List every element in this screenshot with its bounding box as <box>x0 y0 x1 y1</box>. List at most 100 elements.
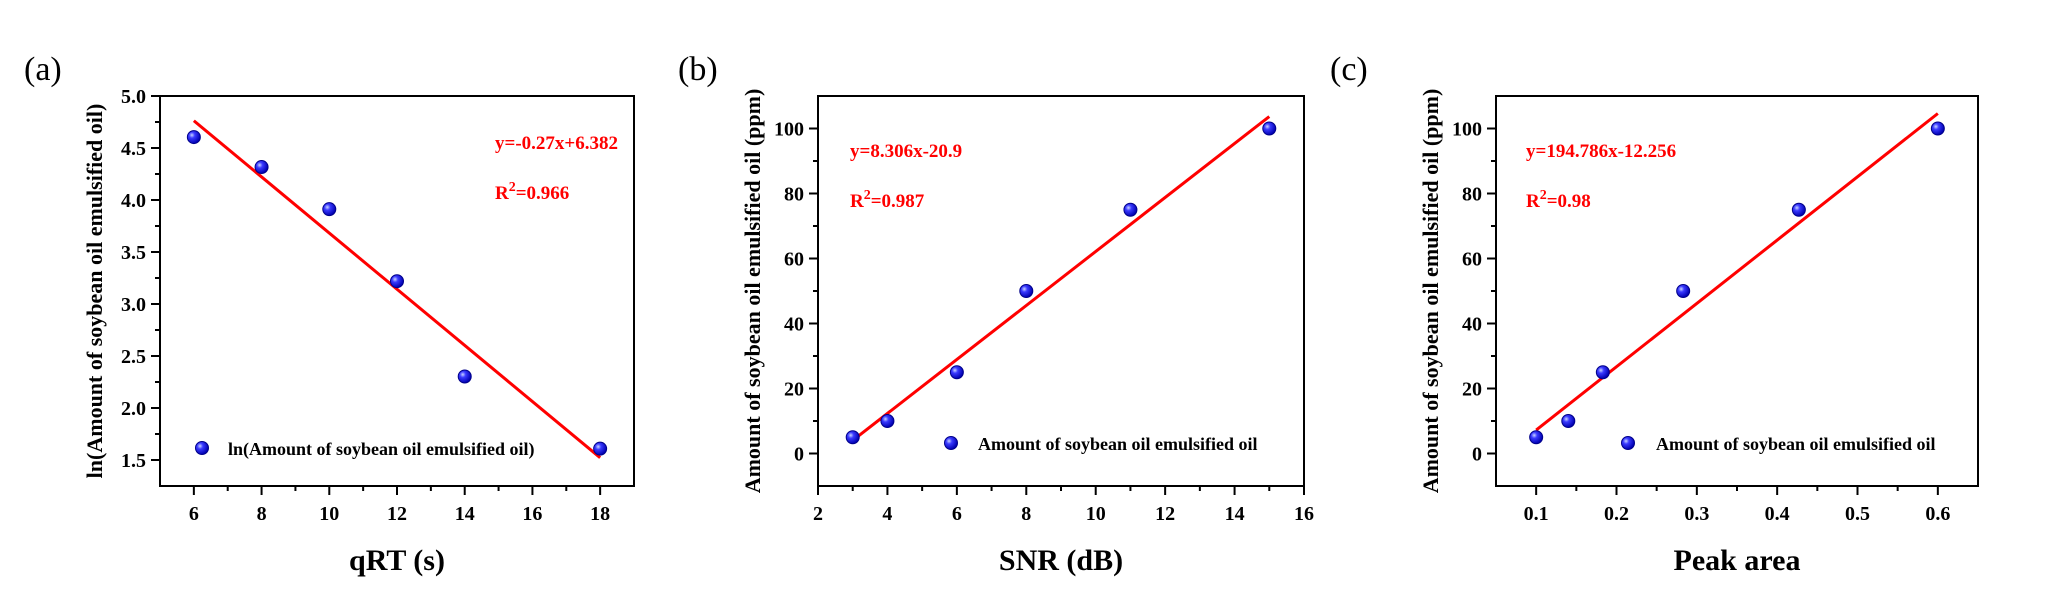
chart-panel-a: (a) 6 8 10 12 14 16 18 1.5 2.0 2.5 3.0 3… <box>24 51 635 577</box>
legend-marker-b <box>944 436 958 450</box>
x-axis-title-a: qRT (s) <box>349 544 445 577</box>
data-points-c <box>1529 121 1945 445</box>
y-axis-title-b: Amount of soybean oil emulsified oil (pp… <box>740 89 765 494</box>
x-tick-label: 6 <box>952 503 962 525</box>
x-axis-title-b: SNR (dB) <box>999 544 1123 577</box>
y-tick-label: 60 <box>784 249 804 271</box>
y-tick-label: 5.0 <box>121 86 146 108</box>
x-tick-label: 16 <box>1294 503 1314 525</box>
x-tick-label: 10 <box>319 503 339 525</box>
legend-label-b: Amount of soybean oil emulsified oil <box>978 434 1258 454</box>
x-tick-label: 4 <box>882 503 892 525</box>
data-point <box>1595 365 1610 380</box>
r-squared-exponent: 2 <box>1540 188 1547 203</box>
fit-line-a <box>192 119 602 459</box>
r-squared-exponent: 2 <box>864 188 871 203</box>
x-tick-label: 8 <box>1021 503 1031 525</box>
y-tick-labels-b: 0 20 40 60 80 100 <box>774 119 804 466</box>
y-tick-label: 2.5 <box>121 346 146 368</box>
r-squared-exponent: 2 <box>509 180 516 195</box>
data-point <box>1676 284 1691 298</box>
x-tick-label: 0.5 <box>1845 503 1870 525</box>
data-point <box>949 365 964 380</box>
y-tick-label: 4.0 <box>121 190 146 212</box>
x-tick-label: 10 <box>1086 503 1106 525</box>
fit-line-b <box>851 115 1271 442</box>
data-point <box>390 274 404 289</box>
x-tick-label: 0.1 <box>1524 503 1549 525</box>
x-tick-label: 16 <box>522 503 542 525</box>
y-tick-label: 100 <box>774 119 804 141</box>
legend-label-a: ln(Amount of soybean oil emulsified oil) <box>228 439 535 460</box>
data-point <box>322 202 337 217</box>
y-tick-labels-a: 1.5 2.0 2.5 3.0 3.5 4.0 4.5 5.0 <box>121 86 146 472</box>
data-point <box>457 369 472 384</box>
tick-marks-a <box>151 95 602 495</box>
r-squared-value: =0.98 <box>1547 191 1591 212</box>
y-tick-label: 0 <box>1472 444 1482 466</box>
x-tick-labels-c: 0.1 0.2 0.3 0.4 0.5 0.6 <box>1524 503 1951 525</box>
legend-label-c: Amount of soybean oil emulsified oil <box>1656 434 1936 454</box>
y-tick-label: 60 <box>1462 249 1482 271</box>
y-tick-label: 0 <box>794 444 804 466</box>
x-tick-label: 0.6 <box>1925 503 1950 525</box>
r-squared-value: =0.987 <box>871 191 925 212</box>
y-tick-label: 3.5 <box>121 242 146 264</box>
r-squared-a: R2=0.966 <box>495 180 569 204</box>
data-point <box>1930 121 1945 136</box>
x-tick-label: 6 <box>189 503 199 525</box>
data-point <box>880 414 895 428</box>
legend-marker-a <box>195 441 209 455</box>
data-point <box>593 441 608 456</box>
y-axis-title-a: ln(Amount of soybean oil emulsified oil) <box>82 104 107 479</box>
x-tick-label: 2 <box>813 503 823 525</box>
chart-panel-b: (b) 2 4 6 8 10 12 14 16 0 20 40 60 80 10… <box>678 51 1314 577</box>
data-point <box>1123 202 1138 217</box>
chart-panel-c: (c) 0.1 0.2 0.3 0.4 0.5 0.6 0 20 40 60 8… <box>1330 51 1979 577</box>
fit-equation-b: y=8.306x-20.9 <box>850 141 962 162</box>
data-point <box>1791 202 1806 217</box>
y-tick-labels-c: 0 20 40 60 80 100 <box>1452 119 1482 466</box>
x-tick-label: 12 <box>387 503 407 525</box>
panel-label-a: (a) <box>24 51 62 88</box>
y-tick-label: 20 <box>1462 379 1482 401</box>
panel-label-b: (b) <box>678 51 718 88</box>
tick-marks-b <box>809 127 1305 495</box>
y-tick-label: 80 <box>1462 184 1482 206</box>
legend-marker-c <box>1621 436 1635 450</box>
r-squared-prefix: R <box>1526 191 1540 212</box>
y-tick-label: 100 <box>1452 119 1482 141</box>
x-tick-labels-a: 6 8 10 12 14 16 18 <box>189 503 610 525</box>
y-tick-label: 40 <box>784 314 804 336</box>
r-squared-value: =0.966 <box>516 183 570 204</box>
x-tick-labels-b: 2 4 6 8 10 12 14 16 <box>813 503 1314 525</box>
tick-marks-c <box>1487 127 1939 495</box>
x-tick-label: 12 <box>1155 503 1175 525</box>
x-tick-label: 18 <box>590 503 610 525</box>
data-point <box>1561 414 1576 428</box>
data-point <box>1262 121 1277 136</box>
fit-equation-a: y=-0.27x+6.382 <box>495 133 618 154</box>
x-tick-label: 0.4 <box>1765 503 1790 525</box>
data-points-b <box>845 121 1277 445</box>
r-squared-prefix: R <box>850 191 864 212</box>
y-tick-label: 2.0 <box>121 398 146 420</box>
r-squared-c: R2=0.98 <box>1526 188 1591 212</box>
data-point <box>1019 284 1034 298</box>
data-point <box>254 160 269 175</box>
fit-equation-c: y=194.786x-12.256 <box>1526 141 1676 162</box>
x-tick-label: 14 <box>455 503 475 525</box>
y-tick-label: 20 <box>784 379 804 401</box>
data-point <box>1529 430 1544 445</box>
x-tick-label: 14 <box>1225 503 1245 525</box>
x-tick-label: 0.3 <box>1684 503 1709 525</box>
r-squared-b: R2=0.987 <box>850 188 925 212</box>
data-point <box>845 430 860 445</box>
x-tick-label: 0.2 <box>1604 503 1629 525</box>
y-tick-label: 4.5 <box>121 138 146 160</box>
x-tick-label: 8 <box>257 503 267 525</box>
r-squared-prefix: R <box>495 183 509 204</box>
y-tick-label: 3.0 <box>121 294 146 316</box>
y-axis-title-c: Amount of soybean oil emulsified oil (pp… <box>1418 89 1443 494</box>
